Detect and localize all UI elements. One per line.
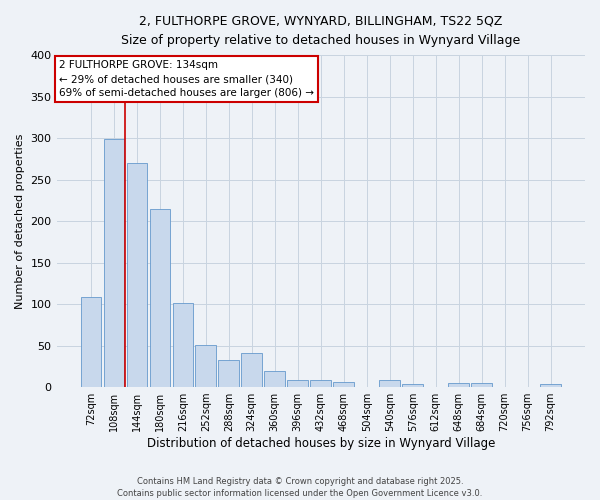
Bar: [310, 380, 331, 387]
Y-axis label: Number of detached properties: Number of detached properties: [15, 134, 25, 309]
Bar: [379, 380, 400, 387]
Bar: [149, 210, 170, 387]
Bar: [287, 380, 308, 387]
Bar: [80, 296, 101, 387]
Bar: [173, 304, 193, 387]
Title: 2, FULTHORPE GROVE, WYNYARD, BILLINGHAM, TS22 5QZ
Size of property relative to d: 2, FULTHORPE GROVE, WYNYARD, BILLINGHAM,…: [121, 15, 520, 47]
X-axis label: Distribution of detached houses by size in Wynyard Village: Distribution of detached houses by size …: [146, 437, 495, 450]
Bar: [540, 384, 561, 387]
Bar: [403, 384, 423, 387]
Bar: [196, 345, 216, 387]
Bar: [104, 139, 124, 387]
Bar: [265, 372, 285, 387]
Bar: [448, 383, 469, 387]
Bar: [127, 163, 147, 387]
Bar: [472, 383, 492, 387]
Bar: [218, 360, 239, 387]
Text: 2 FULTHORPE GROVE: 134sqm
← 29% of detached houses are smaller (340)
69% of semi: 2 FULTHORPE GROVE: 134sqm ← 29% of detac…: [59, 60, 314, 98]
Bar: [241, 353, 262, 387]
Text: Contains HM Land Registry data © Crown copyright and database right 2025.
Contai: Contains HM Land Registry data © Crown c…: [118, 476, 482, 498]
Bar: [334, 382, 354, 387]
